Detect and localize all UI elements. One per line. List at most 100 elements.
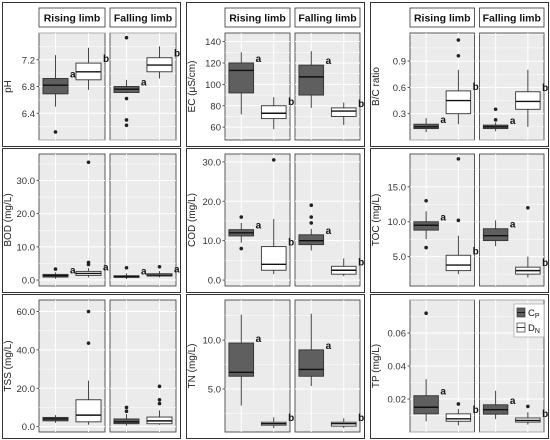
y-tick-label: 60.0: [17, 307, 36, 318]
outlier-point: [424, 245, 428, 250]
facet-falling: ab: [294, 299, 364, 433]
facet-rising: ab: [409, 299, 479, 433]
outlier-point: [124, 35, 129, 40]
box-iqr: [445, 413, 472, 422]
significance-letter: b: [288, 97, 294, 108]
box-cp: a: [298, 203, 332, 251]
outlier-point: [157, 401, 162, 406]
outlier-point: [239, 246, 244, 251]
facet-strip: [409, 7, 475, 28]
outlier-point: [86, 341, 91, 345]
box-dn: b: [515, 69, 548, 127]
outlier-point: [456, 218, 461, 223]
box-dn: b: [146, 46, 180, 79]
significance-letter: b: [473, 82, 479, 93]
outlier-point: [493, 107, 498, 112]
box-iqr: [413, 395, 439, 415]
y-tick-label: 20.0: [17, 384, 36, 395]
box-dn: b: [515, 205, 548, 278]
panel-background: [38, 153, 106, 287]
box-dn: b: [515, 404, 548, 425]
significance-letter: a: [103, 262, 109, 273]
outlier-point: [86, 262, 91, 267]
panel-background: [409, 32, 475, 141]
facet-strip-label: Falling limb: [298, 13, 356, 25]
box-cp: a: [482, 107, 516, 132]
legend-label-cp: CP: [528, 308, 540, 320]
facet-rising: ab: [409, 153, 479, 287]
significance-letter: a: [326, 341, 332, 352]
outlier-point: [526, 404, 530, 409]
outlier-point: [456, 54, 461, 58]
y-axis-label: TN (mg/L): [187, 344, 198, 389]
significance-letter: a: [70, 265, 76, 276]
y-tick-label: 6.4: [22, 109, 35, 120]
y-tick-label: 0.0: [208, 276, 221, 287]
outlier-point: [124, 409, 129, 414]
box-cp: [42, 415, 69, 423]
box-cp: a: [113, 35, 147, 128]
box-cp: a: [228, 52, 262, 115]
facet-rising: ab: [224, 299, 294, 433]
facet-strip: [109, 7, 177, 28]
box-iqr: [515, 91, 541, 110]
chart-ph: pH 6.4 6.8 7.2 Rising limb a b Falling limb a b: [2, 2, 181, 147]
outlier-point: [53, 130, 58, 134]
facet-strip-label: Falling limb: [483, 13, 541, 25]
significance-letter: a: [141, 78, 147, 89]
box-dn: b: [260, 413, 294, 429]
significance-letter: b: [473, 246, 479, 257]
box-iqr: [482, 228, 509, 242]
y-tick-label: 5.0: [208, 384, 221, 395]
box-dn: b: [75, 47, 109, 90]
significance-letter: b: [542, 409, 548, 420]
outlier-point: [124, 96, 129, 101]
outlier-point: [424, 198, 428, 203]
box-iqr: [445, 254, 472, 272]
box-dn: b: [330, 257, 364, 277]
outlier-point: [456, 38, 461, 42]
outlier-point: [124, 118, 129, 122]
y-axis-label: EC (μS/cm): [187, 61, 198, 113]
y-tick-label: 100: [205, 80, 221, 91]
y-tick-label: 5.0: [393, 252, 406, 263]
box-cp: a: [298, 313, 332, 387]
significance-letter: b: [103, 54, 109, 65]
facet-rising: [38, 299, 106, 433]
box-iqr: [445, 90, 472, 115]
y-tick-label: 15.0: [388, 182, 407, 193]
box-iqr: [330, 107, 357, 117]
significance-letter: b: [288, 413, 294, 424]
y-tick-label: 10.0: [203, 336, 222, 347]
significance-letter: b: [288, 238, 294, 249]
y-tick-label: 140: [205, 37, 221, 48]
box-iqr: [260, 105, 287, 120]
facet-falling: ab: [479, 153, 548, 287]
box-cp: a: [42, 55, 76, 134]
y-tick-label: 0.02: [388, 395, 407, 406]
significance-letter: a: [70, 69, 76, 80]
y-tick-label: 30.0: [17, 176, 36, 187]
outlier-point: [86, 309, 91, 314]
facet-strip: [38, 7, 106, 28]
panel-background: [109, 299, 177, 433]
y-axis-label: TP (mg/L): [371, 344, 382, 388]
outlier-point: [124, 123, 129, 128]
box-dn: a: [75, 160, 109, 278]
outlier-point: [124, 405, 129, 410]
legend-label-dn: DN: [528, 323, 540, 335]
box-cp: a: [482, 220, 516, 247]
chart-tss: TSS (mg/L) 0.0 20.0 40.0 60.0: [2, 294, 181, 439]
facet-falling: Falling limb a b: [479, 7, 548, 141]
significance-letter: a: [256, 221, 262, 232]
significance-letter: b: [473, 405, 479, 416]
chart-bod: BOD (mg/L)0.010.020.030.0a a a a: [2, 148, 181, 293]
box-dn: b: [445, 38, 479, 125]
facet-falling: [109, 299, 177, 433]
facet-falling: Falling limb a b: [294, 7, 364, 141]
